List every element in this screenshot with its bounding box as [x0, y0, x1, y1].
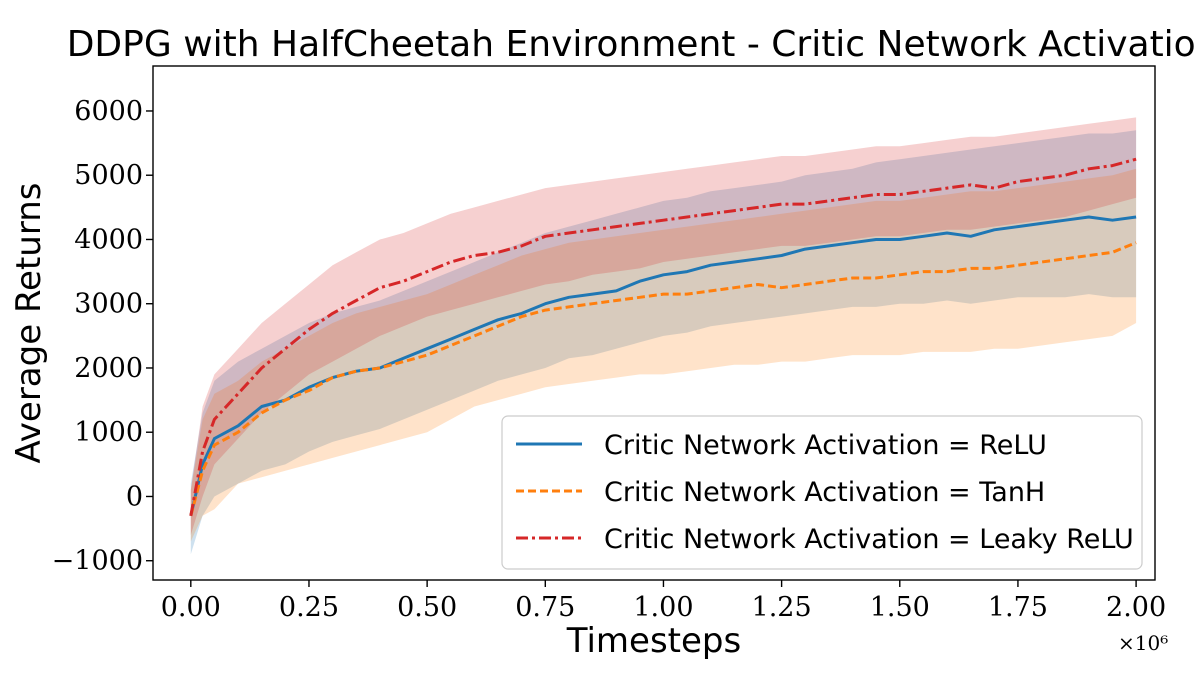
x-tick-label: 1.50	[870, 592, 930, 623]
y-tick-label: −1000	[52, 546, 143, 577]
x-tick-label: 1.75	[988, 592, 1048, 623]
series-lines	[189, 157, 1137, 517]
y-tick-label: 5000	[74, 160, 143, 191]
legend-items: Critic Network Activation = ReLU Critic N…	[516, 430, 1134, 555]
x-tick-label: 1.00	[633, 592, 693, 623]
y-tick-label: 1000	[74, 417, 143, 448]
x-tick-label: 2.00	[1106, 592, 1166, 623]
y-tick-label: 0	[126, 481, 143, 512]
series-2-line	[189, 241, 1137, 517]
y-tick-label: 6000	[74, 96, 143, 127]
x-axis-label: Timesteps	[566, 621, 741, 661]
x-axis-scale-label: ×10⁶	[1118, 631, 1168, 655]
series-3-line	[189, 157, 1137, 517]
plot-frame	[152, 65, 1156, 581]
series-2-band	[190, 168, 1137, 542]
x-tick-label: 0.25	[279, 592, 339, 623]
x-axis-ticks: 0.00 0.25 0.50 0.75 1.00 1.25 1.50 1.75 2.00	[161, 580, 1166, 623]
y-tick-label: 2000	[74, 353, 143, 384]
y-axis-ticks: −1000 0 1000 2000 3000 4000 5000 6000	[52, 96, 153, 577]
y-tick-label: 3000	[74, 289, 143, 320]
legend-label-2: Critic Network Activation = TanH	[604, 477, 1045, 508]
chart-title: DDPG with HalfCheetah Environment - Crit…	[67, 24, 1197, 65]
series-3-band	[190, 117, 1137, 536]
x-tick-label: 0.75	[515, 592, 575, 623]
y-tick-label: 4000	[74, 224, 143, 255]
confidence-bands	[190, 117, 1137, 555]
legend-box	[501, 415, 1143, 570]
legend: Critic Network Activation = ReLU Critic N…	[501, 415, 1143, 570]
x-tick-label: 0.50	[397, 592, 457, 623]
x-tick-label: 1.25	[752, 592, 812, 623]
series-1-band	[190, 130, 1137, 555]
x-tick-label: 0.00	[161, 592, 221, 623]
y-axis-label: Average Returns	[9, 183, 49, 464]
legend-label-1: Critic Network Activation = ReLU	[604, 430, 1047, 461]
legend-label-3: Critic Network Activation = Leaky ReLU	[604, 524, 1134, 555]
